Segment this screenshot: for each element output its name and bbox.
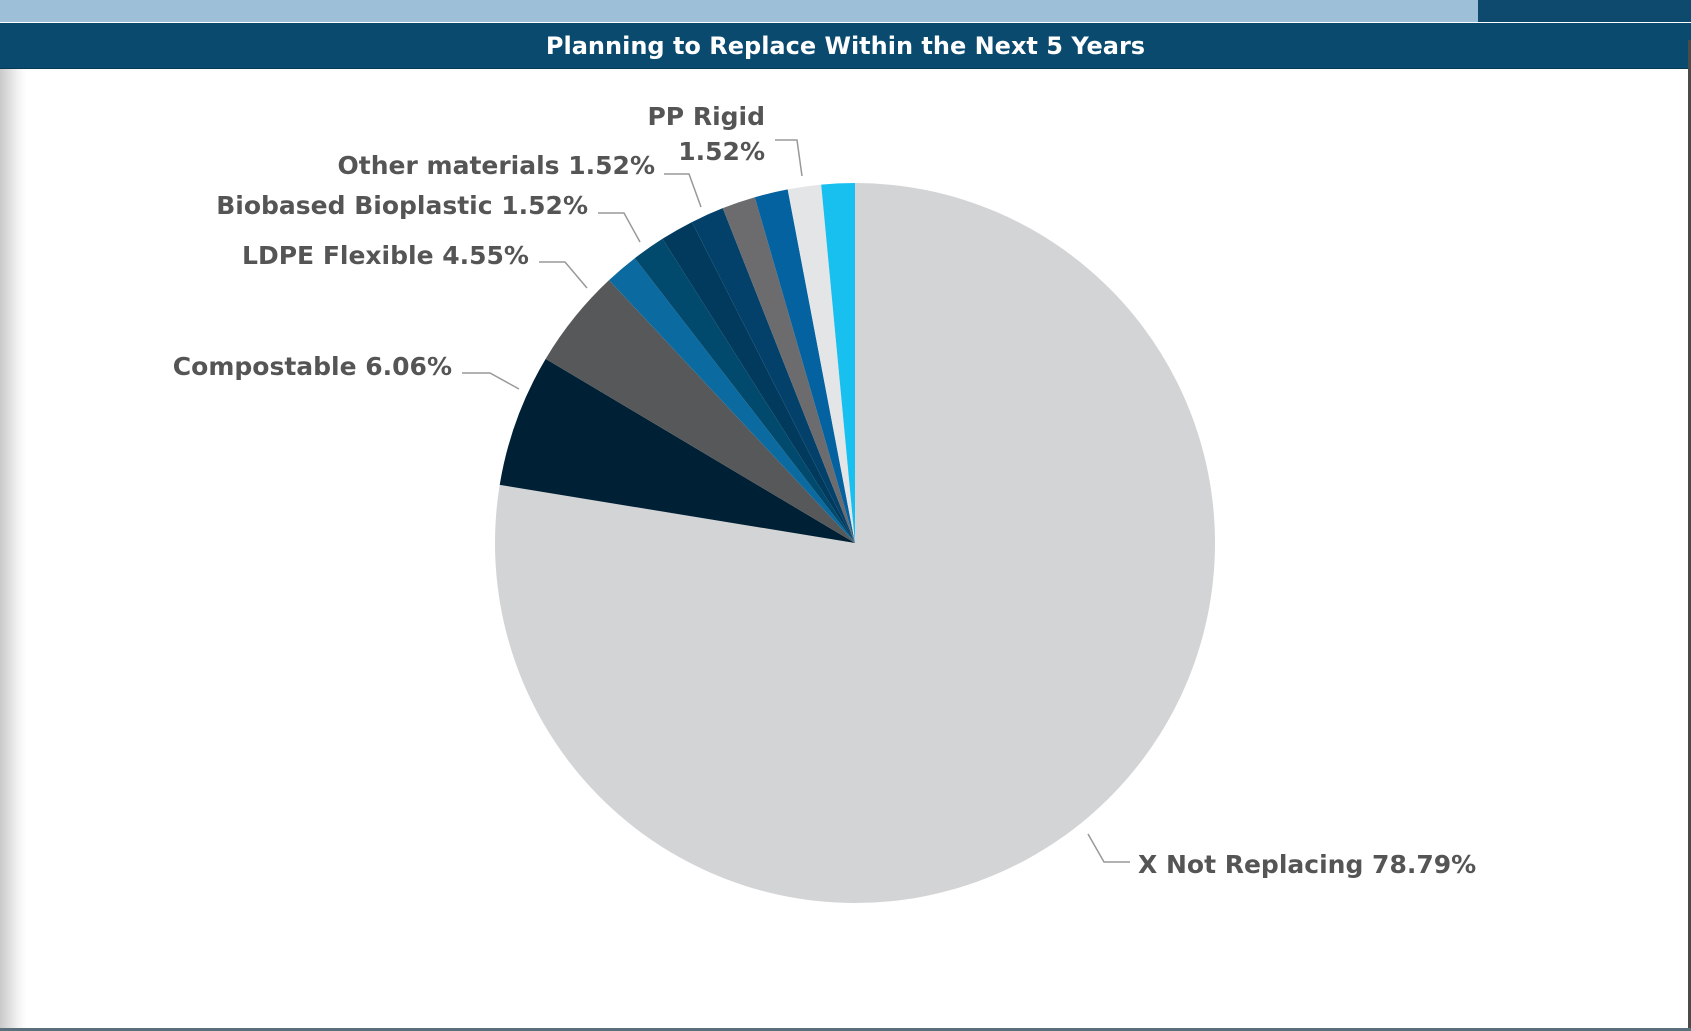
slice-label-ldpe-flexible: LDPE Flexible 4.55% (242, 241, 529, 270)
panel-bottom-edge (0, 1028, 1691, 1031)
pie-slice-biobased-bioplastic[interactable] (609, 258, 855, 543)
leader-line-other-materials (664, 173, 702, 208)
panel-right-edge (1688, 40, 1691, 1031)
panel-left-shadow (0, 69, 26, 1031)
leader-line-x-not-replacing (1087, 833, 1130, 863)
pie-slice-x-not-replacing[interactable] (494, 183, 1215, 904)
slice-label-compostable: Compostable 6.06% (173, 352, 452, 381)
slice-label-x-not-replacing: X Not Replacing 78.79% (1138, 850, 1476, 879)
slice-label-biobased-bioplastic: Biobased Bioplastic 1.52% (216, 191, 588, 220)
pie-slice-pp-rigid[interactable] (754, 189, 855, 543)
pie-slice-slice-8[interactable] (722, 197, 855, 543)
pie-slice-compostable[interactable] (499, 358, 855, 543)
top-tab[interactable] (1478, 0, 1691, 22)
slice-label-other-materials: Other materials 1.52% (338, 151, 655, 180)
chart-title: Planning to Replace Within the Next 5 Ye… (0, 23, 1691, 69)
leader-line-biobased-bioplastic (598, 212, 641, 243)
pie-slice-slice-5[interactable] (634, 238, 855, 543)
leader-line-ldpe-flexible (539, 261, 588, 289)
pie-slice-slice-11[interactable] (821, 183, 855, 543)
slice-label-pp-rigid: PP Rigid 1.52% (647, 102, 765, 166)
pie-slice-ldpe-flexible[interactable] (545, 280, 855, 543)
leader-line-pp-rigid (775, 139, 803, 177)
pie-slice-slice-6[interactable] (662, 222, 855, 544)
pie-slice-other-materials[interactable] (691, 208, 855, 544)
pie-chart: X Not Replacing 78.79% Compostable 6.06% L… (173, 102, 1476, 904)
leader-line-compostable (462, 372, 520, 390)
pie-slice-slice-10[interactable] (787, 184, 855, 543)
top-strip (0, 0, 1691, 22)
